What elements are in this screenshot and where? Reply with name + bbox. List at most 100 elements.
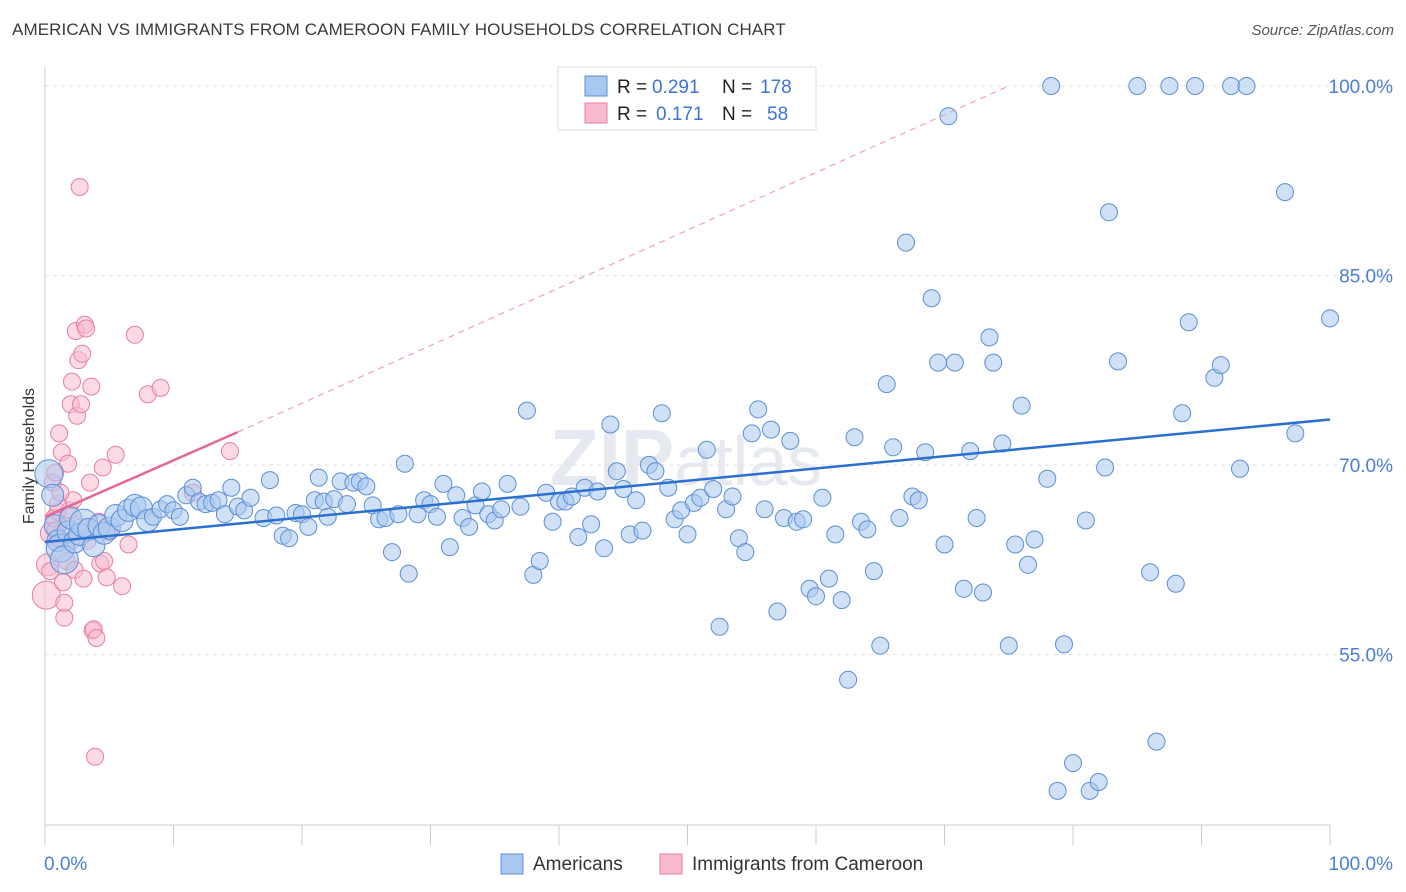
americans-point xyxy=(1321,309,1339,328)
americans-point xyxy=(1100,203,1118,222)
americans-point xyxy=(607,462,626,481)
americans-point xyxy=(1038,469,1057,488)
americans-point xyxy=(1222,77,1241,95)
stats-r-label-2: R = xyxy=(617,104,647,125)
americans-point xyxy=(697,440,716,459)
cameroon-point xyxy=(50,424,69,443)
stats-r-value-1: 0.291 xyxy=(652,77,700,98)
americans-point xyxy=(383,543,401,562)
americans-point xyxy=(601,415,620,434)
americans-point xyxy=(768,602,787,621)
americans-point xyxy=(762,420,780,439)
americans-point xyxy=(543,512,562,531)
americans-point xyxy=(704,480,723,498)
stats-n-value-2: 58 xyxy=(767,104,788,125)
americans-point xyxy=(1276,183,1294,202)
americans-point xyxy=(627,491,646,510)
americans-point xyxy=(1147,732,1166,751)
americans-point xyxy=(877,375,896,394)
americans-point xyxy=(1141,563,1160,582)
americans-point xyxy=(839,670,858,689)
cameroon-point xyxy=(74,569,93,588)
cameroon-point xyxy=(151,378,170,397)
americans-point xyxy=(1173,404,1192,423)
americans-point xyxy=(807,587,825,606)
americans-point xyxy=(280,529,299,548)
x-tick-label-max: 100.0% xyxy=(1329,854,1394,875)
legend-swatch-americans xyxy=(500,853,524,875)
americans-point xyxy=(434,474,453,493)
axes xyxy=(44,67,1331,845)
americans-point xyxy=(1166,574,1185,593)
americans-point xyxy=(1179,313,1198,332)
americans-point xyxy=(614,480,633,498)
americans-point xyxy=(935,535,954,554)
cameroon-point xyxy=(221,442,239,461)
americans-point xyxy=(864,562,883,581)
americans-point xyxy=(427,507,446,526)
x-tick-labels: 0.0% 100.0% xyxy=(44,854,1393,875)
americans-point xyxy=(588,482,607,501)
cameroon-trend-extension xyxy=(237,85,1009,433)
americans-point xyxy=(1006,535,1025,554)
americans-point xyxy=(492,500,511,519)
americans-point xyxy=(1012,396,1031,415)
americans-point xyxy=(755,500,774,519)
americans-point xyxy=(1019,555,1037,574)
americans-point xyxy=(1055,635,1073,654)
americans-point xyxy=(1237,77,1256,95)
cameroon-trend-line xyxy=(44,430,239,518)
americans-point xyxy=(826,525,845,544)
stats-swatch-cameroon xyxy=(584,102,608,124)
americans-point xyxy=(1128,77,1147,95)
cameroon-point xyxy=(72,395,90,414)
americans-point xyxy=(569,528,588,546)
americans-point xyxy=(517,401,536,420)
americans-point xyxy=(974,583,992,602)
americans-point xyxy=(939,107,958,126)
americans-point xyxy=(1025,530,1044,549)
americans-point xyxy=(399,564,418,583)
americans-point xyxy=(1064,754,1082,773)
americans-point xyxy=(41,483,65,507)
americans-point xyxy=(338,495,356,514)
americans-point xyxy=(858,520,877,539)
americans-point xyxy=(633,521,652,540)
americans-point xyxy=(742,424,761,443)
americans-point xyxy=(832,591,851,610)
americans-point xyxy=(922,289,941,308)
americans-point xyxy=(1048,781,1067,800)
americans-point xyxy=(170,507,189,526)
americans-point xyxy=(890,509,909,527)
americans-point xyxy=(1211,356,1230,375)
americans-point xyxy=(299,517,318,536)
americans-point xyxy=(954,579,973,598)
americans-point xyxy=(1231,459,1249,478)
americans-point xyxy=(909,491,928,510)
americans-point xyxy=(897,233,915,252)
americans-point xyxy=(1186,77,1205,95)
americans-point xyxy=(1076,511,1095,530)
americans-point xyxy=(749,400,768,419)
americans-point xyxy=(34,459,64,489)
stats-r-label-1: R = xyxy=(617,77,647,98)
americans-point xyxy=(993,434,1012,453)
americans-point xyxy=(357,477,376,496)
y-tick-label-3: 55.0% xyxy=(1339,645,1393,666)
americans-point xyxy=(1286,424,1305,443)
cameroon-point xyxy=(59,454,78,473)
cameroon-point xyxy=(70,178,89,196)
stats-box: R = 0.291 N = 178 R = 0.171 N = 58 xyxy=(557,66,817,131)
americans-point xyxy=(395,454,414,473)
americans-point xyxy=(871,636,890,655)
americans-point xyxy=(582,515,601,534)
y-tick-label-0: 100.0% xyxy=(1329,77,1394,98)
y-tick-label-1: 85.0% xyxy=(1339,266,1393,287)
grid-lines xyxy=(45,85,1392,655)
americans-point xyxy=(241,488,260,507)
americans-point xyxy=(736,543,755,562)
source-label: Source: ZipAtlas.com xyxy=(1251,22,1394,39)
americans-point xyxy=(222,478,241,497)
americans-point xyxy=(999,636,1018,655)
